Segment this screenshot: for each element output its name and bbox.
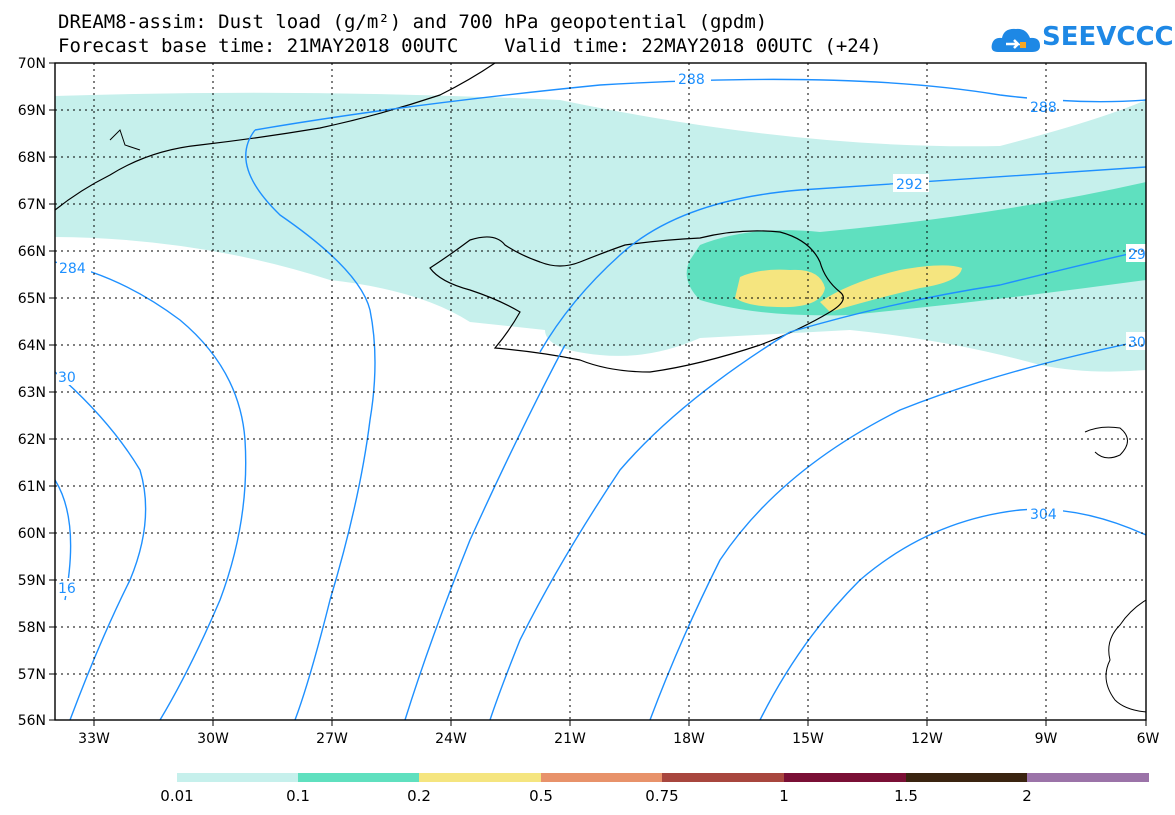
cloud-icon xyxy=(991,28,1040,52)
contour-label: 292 xyxy=(896,177,923,193)
latitude-labels: 70N 69N 68N 67N 66N 65N 64N 63N 62N 61N … xyxy=(18,56,46,729)
lat-label: 59N xyxy=(18,573,46,589)
colorbar-tick-label: 2 xyxy=(1022,787,1032,805)
colorbar-segment xyxy=(298,773,419,782)
lon-label: 21W xyxy=(554,731,586,747)
lat-label: 69N xyxy=(18,103,46,119)
lat-label: 61N xyxy=(18,479,46,495)
colorbar-tick-label: 1 xyxy=(779,787,789,805)
contour-label: 30 xyxy=(58,370,76,386)
lon-label: 30W xyxy=(197,731,229,747)
lon-label: 15W xyxy=(792,731,824,747)
colorbar-segment xyxy=(177,773,298,782)
lon-label: 18W xyxy=(673,731,705,747)
colorbar-segment xyxy=(906,773,1027,782)
lat-label: 56N xyxy=(18,713,46,729)
map-title: DREAM8-assim: Dust load (g/m²) and 700 h… xyxy=(58,11,768,33)
lat-label: 60N xyxy=(18,526,46,542)
colorbar-tick-label: 0.5 xyxy=(529,787,553,805)
greenland-coast xyxy=(55,63,496,211)
longitude-labels: 33W 30W 27W 24W 21W 18W 15W 12W 9W 6W xyxy=(78,731,1159,747)
lat-label: 64N xyxy=(18,338,46,354)
axis-ticks xyxy=(49,62,1147,726)
colorbar-segment xyxy=(1027,773,1149,782)
scotland-coast xyxy=(1105,599,1146,713)
map-subtitle: Forecast base time: 21MAY2018 00UTC Vali… xyxy=(58,35,882,57)
colorbar-tick-label: 0.1 xyxy=(286,787,310,805)
colorbar-tick-label: 0.01 xyxy=(160,787,193,805)
faroe-coast xyxy=(1084,426,1128,459)
lat-label: 63N xyxy=(18,385,46,401)
contour-label: 288 xyxy=(1030,100,1057,116)
lon-label: 6W xyxy=(1137,731,1160,747)
lat-label: 68N xyxy=(18,150,46,166)
lat-label: 65N xyxy=(18,291,46,307)
lon-label: 12W xyxy=(911,731,943,747)
iceland-coast xyxy=(429,230,844,373)
lat-label: 57N xyxy=(18,667,46,683)
contour-label: 284 xyxy=(59,261,86,277)
lat-label: 70N xyxy=(18,56,46,72)
colorbar: 0.01 0.1 0.2 0.5 0.75 1 1.5 2 xyxy=(160,773,1149,805)
lon-label: 27W xyxy=(316,731,348,747)
lat-label: 66N xyxy=(18,244,46,260)
dust-area-high-1 xyxy=(735,269,825,308)
contour-labels: 288 288 292 29 284 30 30 304 16 xyxy=(57,69,1146,597)
colorbar-tick-label: 1.5 xyxy=(894,787,918,805)
lon-label: 24W xyxy=(435,731,467,747)
dust-area-high-2 xyxy=(820,265,962,312)
graticule xyxy=(55,63,1146,720)
contour-label: 304 xyxy=(1030,507,1057,523)
lat-label: 62N xyxy=(18,432,46,448)
colorbar-segment xyxy=(419,773,541,782)
lat-label: 58N xyxy=(18,620,46,636)
contour-label: 29 xyxy=(1128,247,1146,263)
contour-label: 16 xyxy=(58,581,76,597)
colorbar-segment xyxy=(541,773,662,782)
colorbar-tick-label: 0.2 xyxy=(407,787,431,805)
contour-label: 288 xyxy=(678,72,705,88)
lat-label: 67N xyxy=(18,197,46,213)
colorbar-segment xyxy=(784,773,906,782)
logo-text: SEEVCCC xyxy=(1042,22,1174,52)
lon-label: 9W xyxy=(1035,731,1058,747)
contour-label: 30 xyxy=(1128,335,1146,351)
colorbar-segment xyxy=(662,773,784,782)
lon-label: 33W xyxy=(78,731,110,747)
colorbar-tick-label: 0.75 xyxy=(645,787,678,805)
